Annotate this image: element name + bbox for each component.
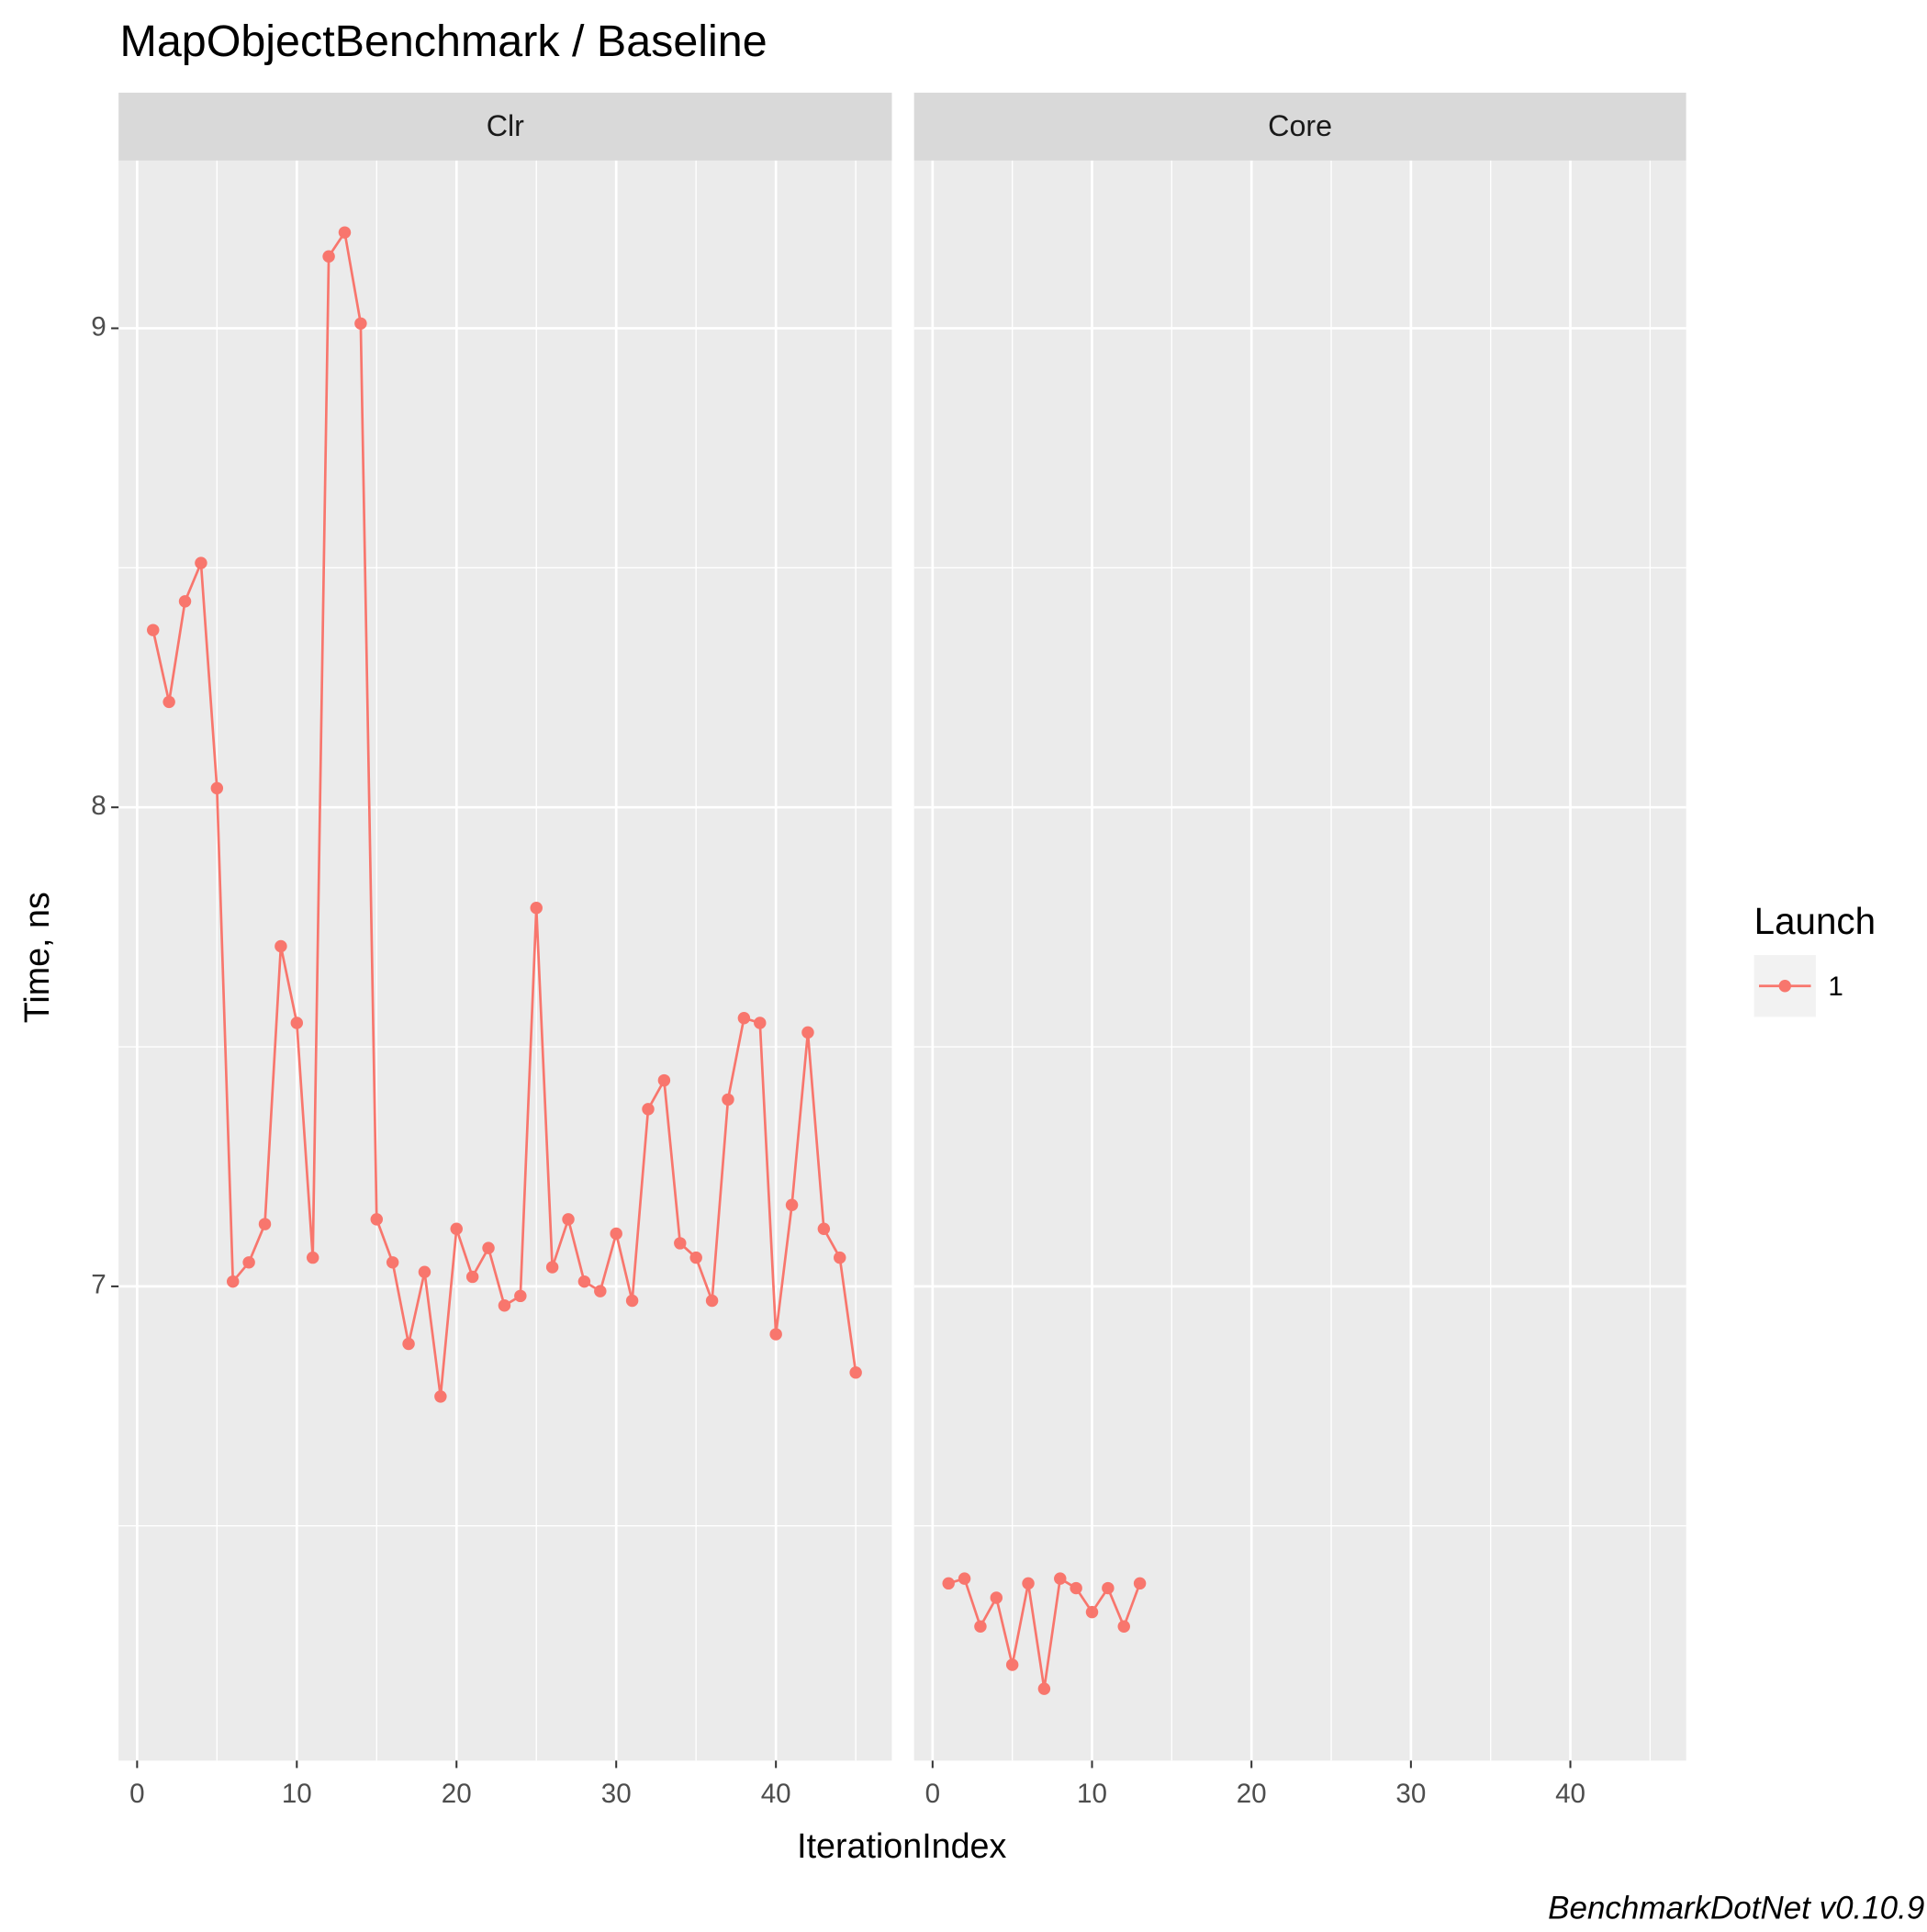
data-point [1005,1658,1019,1671]
data-point [370,1213,384,1226]
data-point [210,781,224,795]
data-point [1054,1572,1067,1585]
panel [118,160,892,1761]
data-point [418,1265,431,1278]
data-point [274,939,287,953]
data-point [610,1227,622,1241]
data-point [162,695,175,709]
x-tick-label: 20 [1237,1779,1267,1809]
data-point [1133,1577,1147,1590]
data-point [1037,1682,1051,1695]
data-point [242,1256,255,1269]
x-tick-label: 30 [601,1779,632,1809]
data-point [974,1620,987,1634]
data-point [258,1218,272,1230]
data-point [1022,1577,1035,1590]
x-tick-label: 0 [925,1779,940,1809]
data-point [226,1275,240,1288]
y-axis-label: Time, ns [17,892,56,1023]
y-tick-label: 9 [91,311,106,342]
data-point [769,1328,782,1341]
data-point [722,1093,734,1106]
data-point [338,226,352,239]
data-point [958,1572,971,1585]
data-point [657,1073,671,1087]
data-point [1117,1620,1130,1634]
data-point [402,1337,415,1351]
chart-title: MapObjectBenchmark / Baseline [120,17,767,66]
data-point [290,1017,304,1029]
y-tick-label: 8 [91,791,106,821]
data-point [465,1270,479,1284]
data-point [178,595,192,608]
legend-title: Launch [1754,900,1876,942]
data-point [625,1294,639,1308]
data-point [498,1299,511,1312]
data-point [642,1103,655,1116]
x-tick-label: 30 [1395,1779,1426,1809]
data-point [942,1577,955,1590]
data-point [482,1241,495,1254]
data-point [674,1237,687,1250]
data-point [147,623,160,636]
strip [913,92,1686,161]
data-point [594,1285,607,1297]
x-axis-label: IterationIndex [797,1826,1006,1865]
data-point [689,1251,702,1264]
data-point [450,1222,463,1236]
data-point [577,1275,591,1288]
x-tick-label: 10 [282,1779,312,1809]
y-tick-label: 7 [91,1270,106,1300]
data-point [737,1012,751,1025]
x-tick-label: 0 [129,1779,144,1809]
data-point [849,1366,862,1379]
data-point [705,1294,719,1308]
data-point [990,1591,1003,1604]
panel [913,160,1686,1761]
legend-point [1778,979,1791,993]
data-point [834,1251,846,1264]
data-point [195,556,207,569]
x-tick-label: 20 [442,1779,472,1809]
data-point [322,250,335,263]
x-tick-label: 40 [1555,1779,1585,1809]
data-point [562,1213,575,1226]
data-point [545,1261,559,1274]
data-point [386,1256,399,1269]
data-point [785,1198,799,1211]
data-point [354,317,367,331]
caption: BenchmarkDotNet v0.10.9 [1548,1890,1924,1926]
data-point [1070,1581,1082,1595]
x-tick-label: 10 [1077,1779,1107,1809]
data-point [530,902,543,915]
data-point [754,1017,767,1029]
strip [118,92,892,161]
facet-label: Core [1268,109,1332,142]
data-point [801,1026,814,1039]
legend-label: 1 [1828,972,1843,1002]
data-point [817,1222,831,1236]
facet-label: Clr [487,109,524,142]
data-point [434,1390,447,1403]
x-tick-label: 40 [761,1779,791,1809]
data-point [306,1251,319,1264]
data-point [514,1289,527,1303]
data-point [1085,1605,1099,1619]
data-point [1102,1581,1115,1595]
